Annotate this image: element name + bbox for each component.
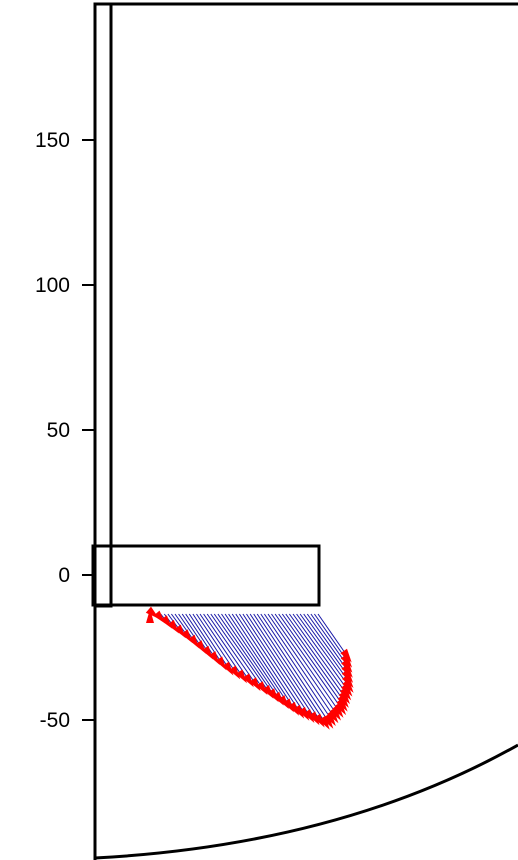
arrow-head bbox=[329, 706, 341, 721]
vector-line bbox=[206, 613, 260, 689]
arrow-head bbox=[146, 609, 154, 623]
arrow-head bbox=[340, 653, 353, 668]
arrow-head bbox=[334, 701, 347, 716]
vector-line bbox=[224, 613, 288, 707]
arrow-head bbox=[339, 686, 352, 701]
horizontal-footing bbox=[91, 544, 321, 607]
arrow-head bbox=[337, 694, 349, 708]
vector-line bbox=[196, 613, 239, 678]
y-tick-label: -50 bbox=[40, 709, 70, 732]
vector-line bbox=[238, 613, 309, 719]
arrow-head bbox=[222, 661, 234, 676]
arrow-head bbox=[341, 664, 353, 678]
arrow-head bbox=[293, 704, 305, 719]
arrow-head bbox=[235, 669, 247, 684]
vector-line bbox=[285, 613, 349, 702]
vector-line bbox=[242, 613, 314, 721]
arrow-head bbox=[332, 704, 344, 718]
arrow-head bbox=[318, 715, 330, 730]
vector-line bbox=[288, 613, 350, 699]
arrow-head bbox=[342, 674, 354, 688]
arrow-head bbox=[341, 658, 353, 673]
arrow-head bbox=[303, 709, 315, 723]
arrow-head bbox=[229, 665, 241, 680]
vector-line bbox=[292, 613, 352, 695]
arrow-head bbox=[341, 669, 354, 683]
vector-line bbox=[271, 613, 343, 716]
arrow-head bbox=[322, 714, 334, 729]
y-tick-label: 100 bbox=[35, 274, 70, 297]
arrow-head bbox=[313, 713, 325, 728]
curved-bottom-boundary bbox=[94, 743, 518, 860]
vector-line bbox=[296, 613, 353, 691]
arrow-head bbox=[342, 679, 354, 693]
arrow-head bbox=[256, 681, 268, 695]
vector-line bbox=[235, 613, 304, 717]
vector-line bbox=[246, 613, 319, 723]
vector-line bbox=[249, 613, 324, 726]
vertical-wall bbox=[93, 2, 113, 608]
vector-line bbox=[256, 613, 333, 727]
y-tick-label: 150 bbox=[35, 129, 70, 152]
vector-field bbox=[149, 612, 353, 728]
vector-line bbox=[217, 613, 278, 700]
arrow-head bbox=[327, 709, 339, 724]
vector-line bbox=[203, 613, 253, 685]
vector-line bbox=[281, 613, 348, 706]
vector-line bbox=[231, 613, 298, 714]
y-tick-label: 50 bbox=[47, 419, 70, 442]
vector-line bbox=[253, 613, 329, 728]
arrow-head bbox=[340, 648, 352, 663]
vector-line bbox=[267, 613, 340, 719]
arrow-heads bbox=[145, 606, 354, 730]
vector-line bbox=[278, 613, 347, 710]
arrow-head bbox=[341, 682, 353, 697]
arrow-head bbox=[338, 690, 350, 705]
arrow-head bbox=[249, 677, 261, 692]
arrow-head bbox=[298, 706, 310, 721]
vector-line bbox=[263, 613, 338, 722]
vector-line bbox=[260, 613, 335, 724]
vector-line bbox=[192, 613, 233, 674]
vector-line bbox=[274, 613, 345, 713]
arrow-head bbox=[242, 673, 254, 688]
arrow-head bbox=[336, 697, 348, 712]
y-tick-label: 0 bbox=[58, 564, 70, 587]
arrow-head bbox=[324, 712, 336, 727]
arrow-head bbox=[308, 711, 320, 726]
vector-line bbox=[221, 613, 283, 704]
vector-line bbox=[199, 613, 246, 682]
vector-line bbox=[228, 613, 293, 711]
y-axis-ticks: 150 100 50 0 -50 bbox=[35, 129, 95, 732]
